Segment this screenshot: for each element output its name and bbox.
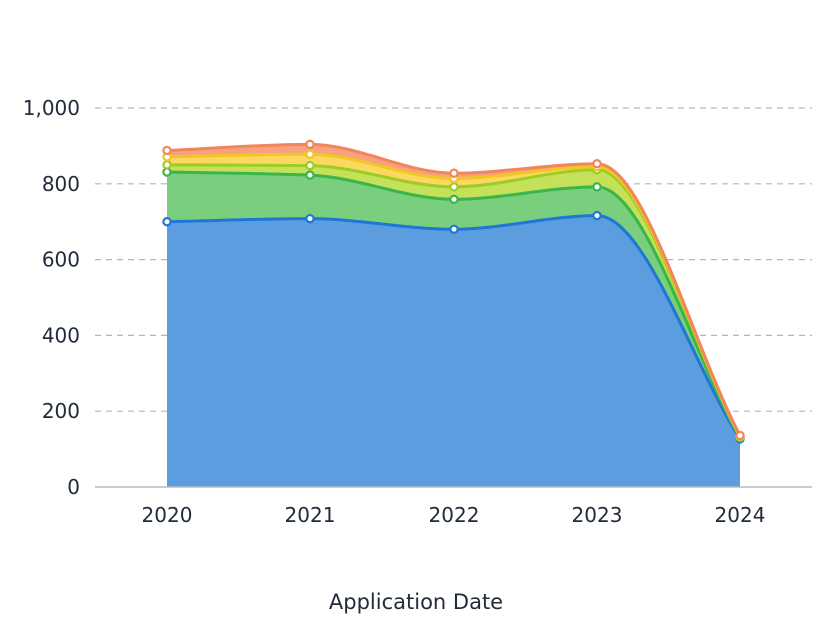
- data-point-series-1[interactable]: [593, 212, 600, 219]
- x-tick-label: 2021: [285, 503, 336, 527]
- y-tick-label: 1,000: [23, 96, 80, 120]
- x-axis-title: Application Date: [329, 590, 503, 614]
- data-point-series-3[interactable]: [450, 183, 457, 190]
- data-point-series-3[interactable]: [163, 161, 170, 168]
- data-point-series-5[interactable]: [593, 160, 600, 167]
- data-point-series-1[interactable]: [450, 226, 457, 233]
- data-point-series-3[interactable]: [306, 162, 313, 169]
- data-point-series-2[interactable]: [306, 171, 313, 178]
- x-tick-label: 2022: [429, 503, 480, 527]
- data-point-series-5[interactable]: [450, 170, 457, 177]
- x-tick-label: 2020: [142, 503, 193, 527]
- x-tick-label: 2024: [715, 503, 766, 527]
- data-point-series-5[interactable]: [163, 147, 170, 154]
- stacked-area-chart: 0 200 400 600 800 1,000 2020 2021 2022 2023 2024 A…: [0, 0, 832, 636]
- data-point-series-4[interactable]: [306, 151, 313, 158]
- y-tick-label: 200: [42, 399, 80, 423]
- y-tick-label: 400: [42, 323, 80, 347]
- data-point-series-1[interactable]: [306, 215, 313, 222]
- y-tick-label: 800: [42, 172, 80, 196]
- y-tick-label: 0: [67, 475, 80, 499]
- data-point-series-2[interactable]: [450, 196, 457, 203]
- data-point-series-1[interactable]: [163, 218, 170, 225]
- x-tick-label: 2023: [572, 503, 623, 527]
- y-tick-label: 600: [42, 248, 80, 272]
- data-point-series-2[interactable]: [593, 183, 600, 190]
- chart-container: 0 200 400 600 800 1,000 2020 2021 2022 2023 2024 A…: [0, 0, 832, 636]
- data-point-series-5[interactable]: [306, 141, 313, 148]
- data-point-series-5[interactable]: [736, 432, 743, 439]
